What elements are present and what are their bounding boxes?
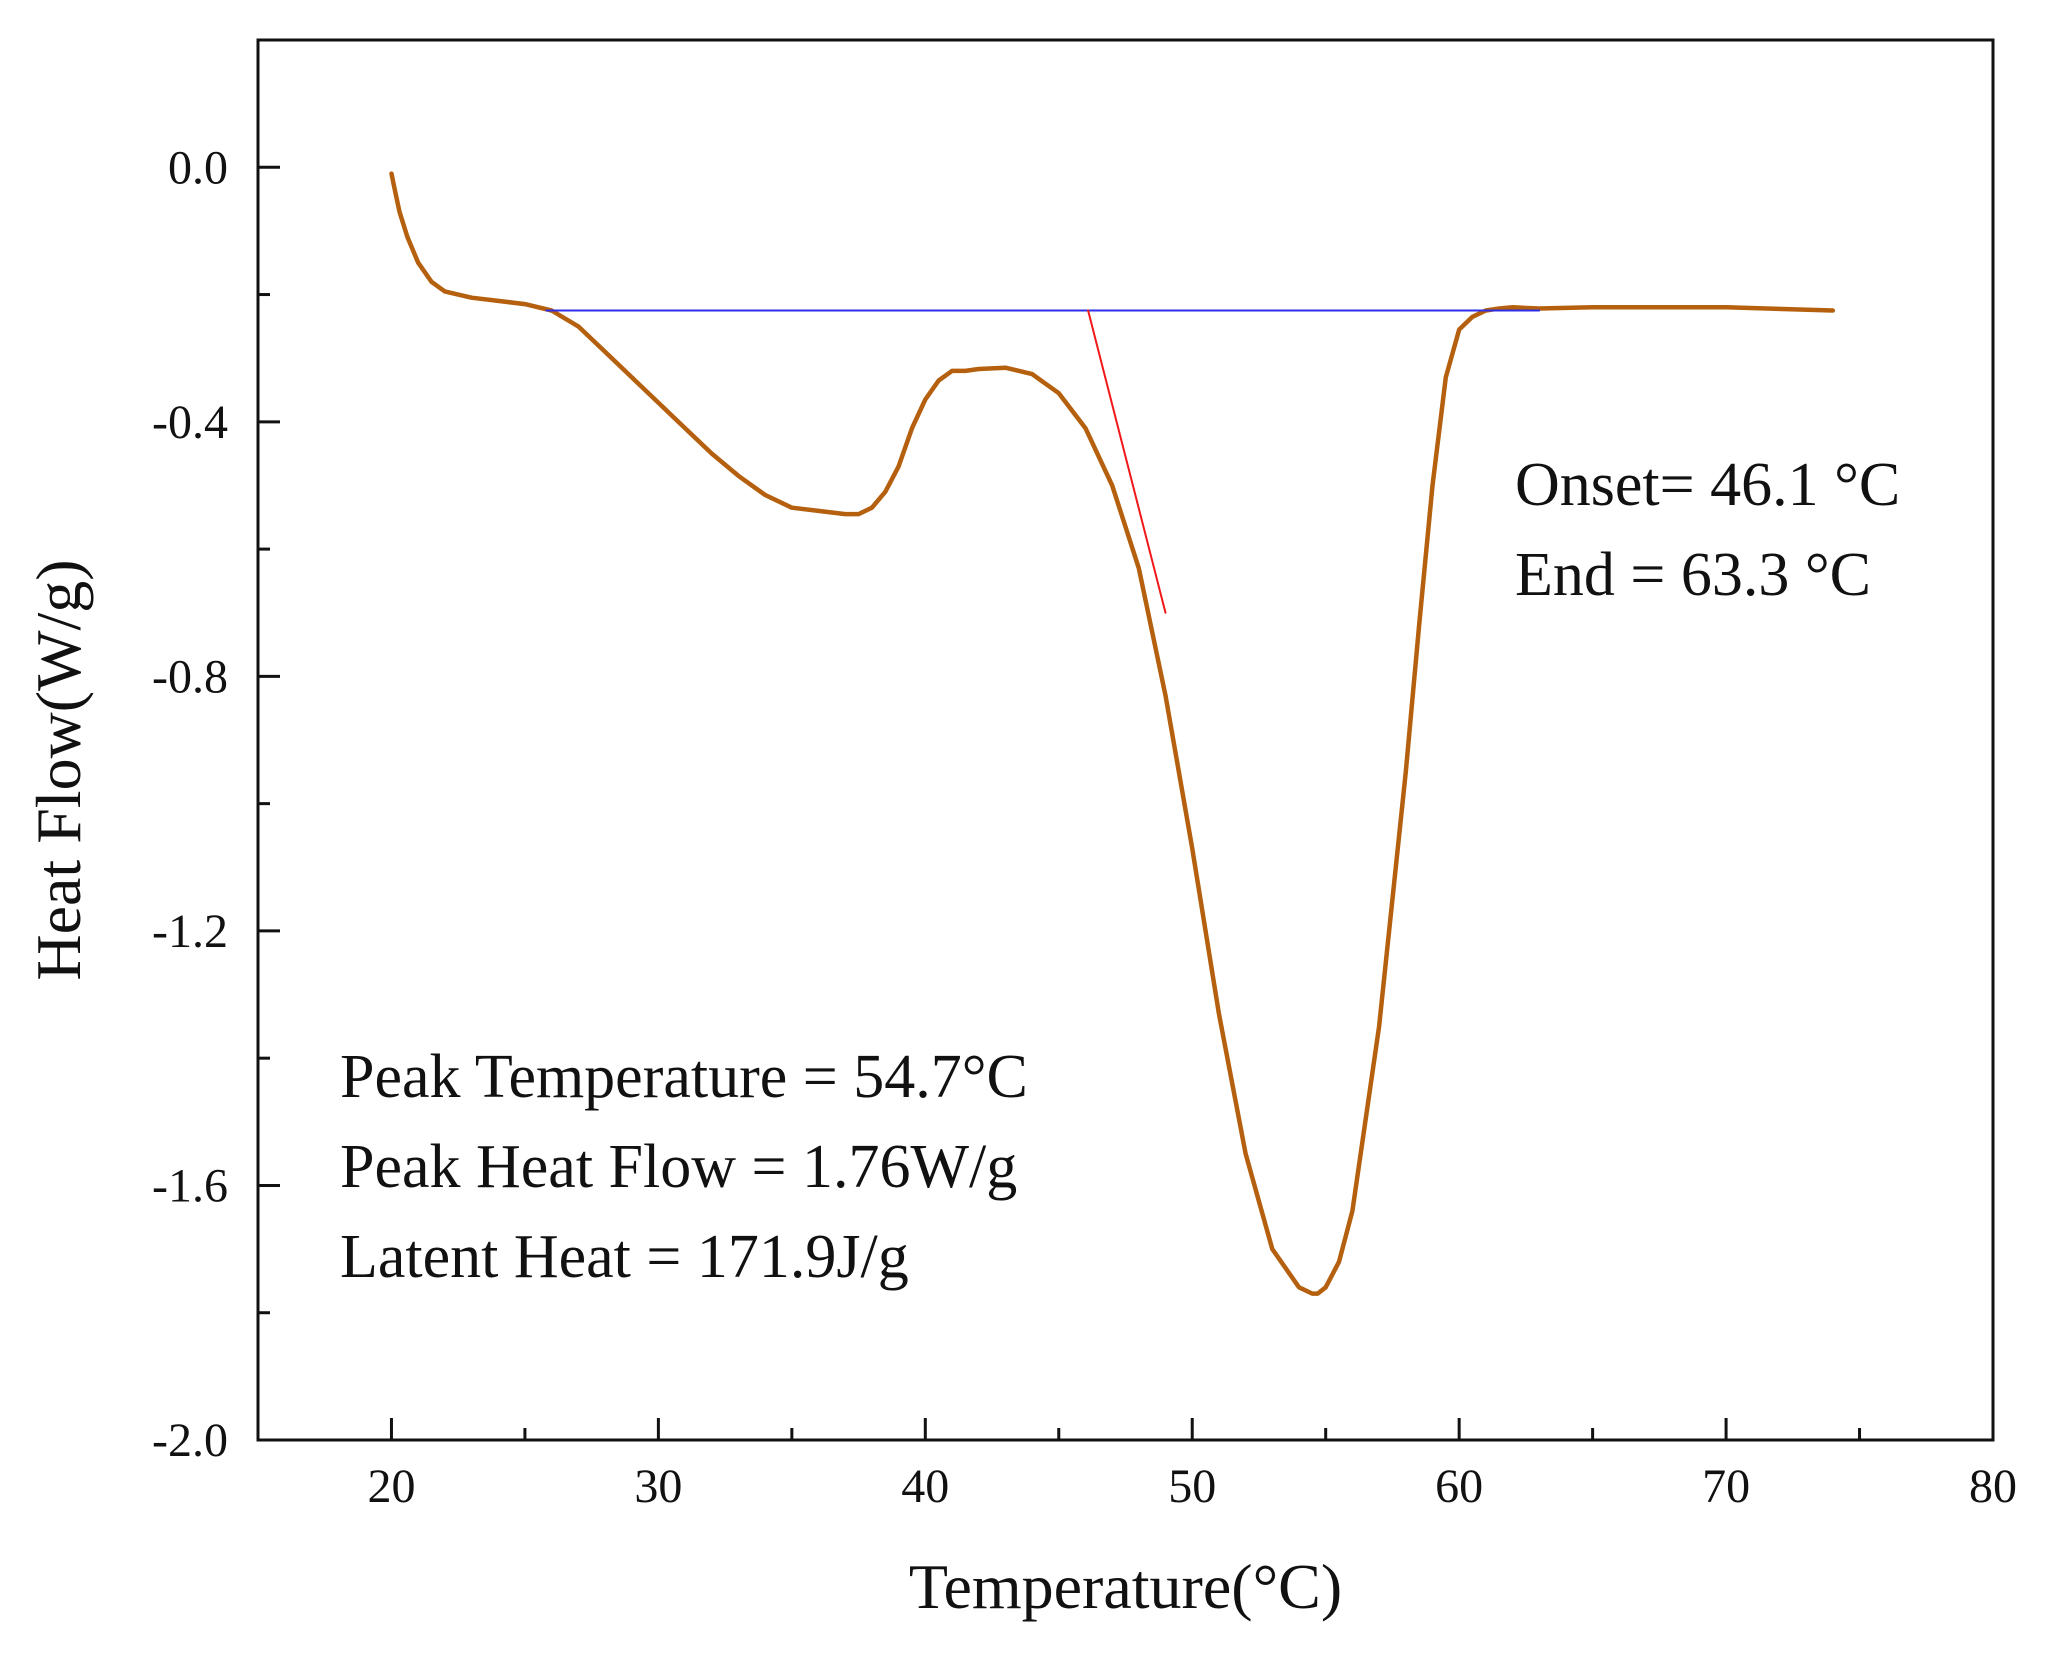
- end-annotation: End = 63.3 °C: [1515, 541, 1871, 609]
- onset-annotation: Onset= 46.1 °C: [1515, 451, 1900, 519]
- y-tick-label: -1.2: [152, 905, 228, 958]
- series-line-heat-flow: [389, 171, 1836, 1296]
- y-tick-label: -0.4: [152, 396, 228, 449]
- y-axis-label: Heat Flow(W/g): [23, 559, 94, 980]
- x-tick-label: 70: [1702, 1460, 1750, 1513]
- peak-temperature-annotation: Peak Temperature = 54.7°C: [340, 1043, 1028, 1111]
- x-tick-label: 40: [901, 1460, 949, 1513]
- peak-heat-flow-annotation: Peak Heat Flow = 1.76W/g: [340, 1133, 1017, 1201]
- x-tick-label: 50: [1168, 1460, 1216, 1513]
- y-axis-ticks: 0.0 -0.4 -0.8 -1.2 -1.6 -2.0: [152, 141, 280, 1467]
- y-tick-label: -2.0: [152, 1414, 228, 1467]
- plot-frame: [256, 38, 1995, 1442]
- x-axis-ticks: 20 30 40 50 60 70 80: [367, 1418, 2017, 1513]
- y-tick-label: 0.0: [168, 141, 228, 194]
- x-axis-label: Temperature(°C): [909, 1551, 1342, 1622]
- x-tick-label: 60: [1435, 1460, 1483, 1513]
- x-tick-label: 20: [367, 1460, 415, 1513]
- x-tick-label: 80: [1969, 1460, 2017, 1513]
- y-tick-label: -1.6: [152, 1159, 228, 1212]
- plot-content: [389, 171, 1836, 1296]
- x-tick-label: 30: [634, 1460, 682, 1513]
- y-tick-label: -0.8: [152, 650, 228, 703]
- latent-heat-annotation: Latent Heat = 171.9J/g: [340, 1223, 909, 1291]
- series-line-onset-tangent: [1087, 309, 1167, 614]
